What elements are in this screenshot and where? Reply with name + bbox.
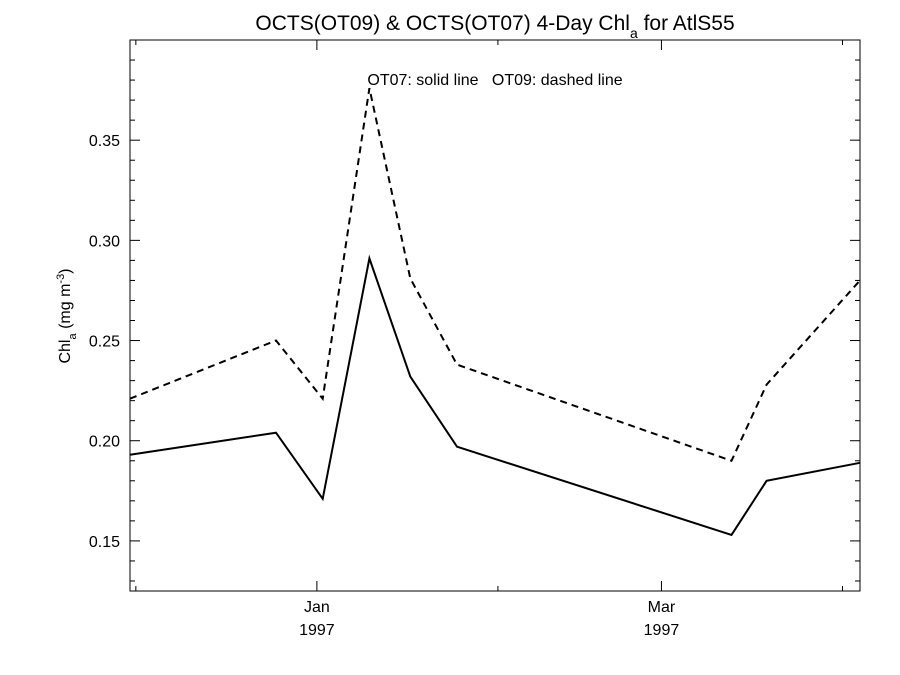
x-tick-label-year: 1997: [299, 622, 335, 639]
axis-tick-labels: 0.15 0.20 0.25 0.30 0.35 Jan 1997 Mar 1997: [89, 133, 679, 639]
plot-frame: [129, 39, 861, 592]
x-tick-label-month: Mar: [648, 599, 676, 616]
legend-annotation: OT07: solid line OT09: dashed line: [367, 72, 622, 89]
series-line-ot09-dashed: [129, 87, 861, 463]
y-axis-label: Chla (mg m-3): [55, 268, 79, 363]
y-tick-label: 0.30: [89, 233, 120, 250]
chart-title: OCTS(OT09) & OCTS(OT07) 4-Day Chla for A…: [255, 12, 734, 41]
y-tick-label: 0.25: [89, 334, 120, 351]
x-tick-label-month: Jan: [304, 599, 330, 616]
series-layer: [129, 87, 861, 537]
y-tick-label: 0.15: [89, 534, 120, 551]
y-tick-label: 0.20: [89, 434, 120, 451]
x-tick-label-year: 1997: [644, 622, 680, 639]
series-line-ot07-solid: [129, 254, 861, 537]
axis-ticks: [130, 39, 860, 591]
y-tick-label: 0.35: [89, 133, 120, 150]
